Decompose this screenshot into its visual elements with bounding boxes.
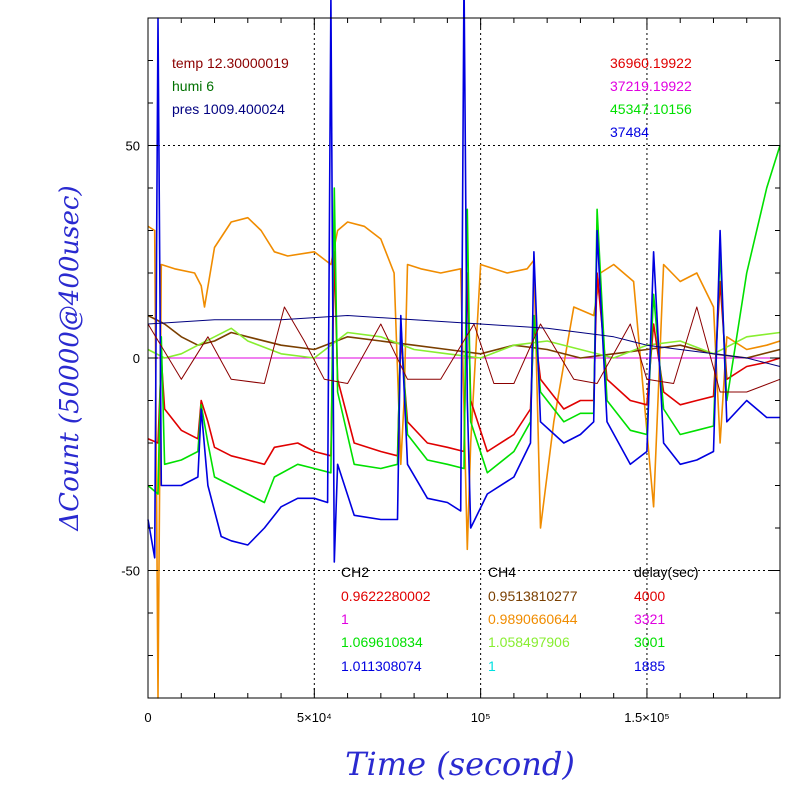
y-axis-label: ΔCount (50000@400usec) <box>55 185 85 531</box>
y-tick-label-1: 0 <box>133 351 140 366</box>
temp-annotation: temp 12.30000019 <box>172 55 289 71</box>
table-header-ch2: CH2 <box>341 564 369 580</box>
ticks: 0 5×10⁴ 10⁵ 1.5×10⁵ -50 0 50 <box>121 17 781 725</box>
series-line-ch2-green <box>147 145 781 504</box>
delay-value-3: 3001 <box>634 634 665 650</box>
x-tick-label-2: 10⁵ <box>471 710 491 725</box>
series-line-ch4-lime <box>147 327 781 359</box>
series-line-ch4-orange <box>147 216 781 699</box>
series-line-ch2-red <box>147 251 781 466</box>
ch4-value-4: 1 <box>488 658 496 674</box>
count-annotation-3: 45347.10156 <box>610 101 692 117</box>
series-layer <box>147 0 781 699</box>
table-header-ch4: CH4 <box>488 564 516 580</box>
count-annotation-1: 36960.19922 <box>610 55 692 71</box>
table-header-delay: delay(sec) <box>634 564 699 580</box>
y-tick-label-0: -50 <box>121 564 140 579</box>
x-tick-label-0: 0 <box>144 710 151 725</box>
ch2-value-2: 1 <box>341 611 349 627</box>
x-tick-label-1: 5×10⁴ <box>297 710 332 725</box>
ch4-value-2: 0.9890660644 <box>488 611 578 627</box>
series-line-ch2-blue <box>147 0 780 563</box>
x-tick-label-3: 1.5×10⁵ <box>624 710 670 725</box>
ch2-value-4: 1.011308074 <box>341 658 422 674</box>
delay-value-4: 1885 <box>634 658 665 674</box>
count-annotation-4: 37484 <box>610 124 649 140</box>
humi-annotation: humi 6 <box>172 78 214 94</box>
ch4-value-1: 0.9513810277 <box>488 588 578 604</box>
ch4-value-3: 1.058497906 <box>488 634 570 650</box>
ch2-value-3: 1.069610834 <box>341 634 423 650</box>
y-tick-label-2: 50 <box>126 139 140 154</box>
delay-value-1: 4000 <box>634 588 665 604</box>
pres-annotation: pres 1009.400024 <box>172 101 285 117</box>
series-line-pres <box>147 315 781 367</box>
delay-value-2: 3321 <box>634 611 665 627</box>
count-annotation-2: 37219.19922 <box>610 78 692 94</box>
ch2-value-1: 0.9622280002 <box>341 588 431 604</box>
x-axis-label: Time (second) <box>345 745 575 783</box>
